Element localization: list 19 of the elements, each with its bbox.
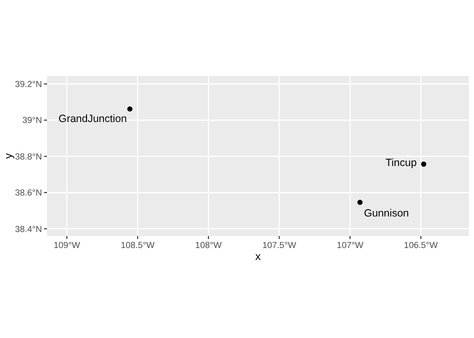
x-tick-label: 106.5°W [404, 240, 438, 250]
x-tick-label: 107.5°W [262, 240, 297, 250]
y-tick-label: 39°N [22, 115, 42, 126]
y-tick-label: 38.8°N [15, 151, 42, 162]
point [357, 200, 363, 205]
y-tick-label: 38.6°N [15, 188, 42, 198]
y-tick-label: 39.2°N [15, 78, 42, 89]
y-axis-title: y [3, 152, 15, 159]
x-tick-label: 108.5°W [120, 240, 156, 250]
annotation: GrandJunction [58, 112, 127, 125]
x-axis-title: x [255, 251, 262, 263]
annotation: Gunnison [364, 207, 410, 220]
annotation: Tincup [386, 157, 417, 170]
point [127, 106, 132, 112]
x-tick-label: 107°W [336, 240, 364, 250]
y-tick-label: 38.4°N [15, 224, 42, 234]
point [421, 162, 426, 167]
x-tick-label: 109°W [54, 240, 81, 250]
x-tick-label: 108°W [195, 240, 222, 250]
